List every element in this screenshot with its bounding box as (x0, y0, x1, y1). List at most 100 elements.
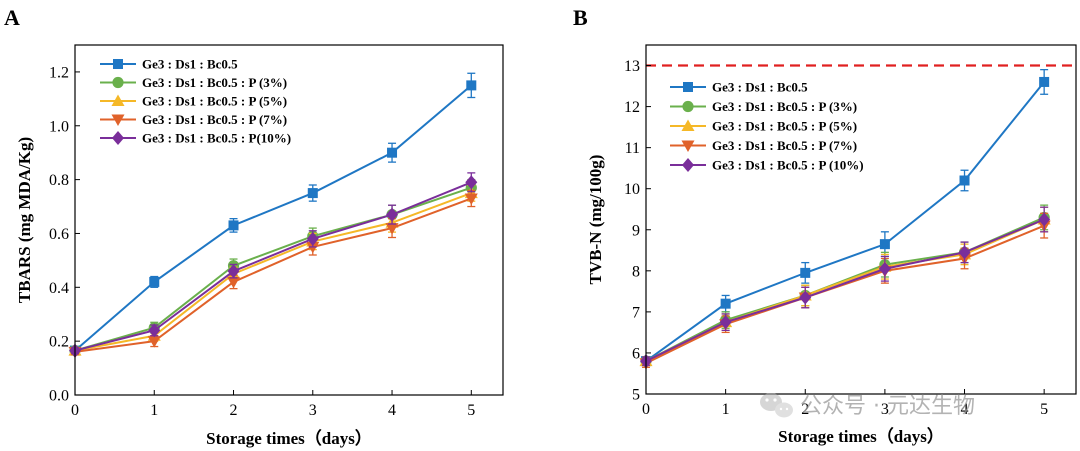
data-point (227, 276, 241, 289)
data-point (227, 264, 240, 279)
data-point (799, 290, 812, 305)
x-tick-label: 3 (309, 402, 317, 419)
data-point (720, 298, 731, 309)
series-line (74, 84, 472, 352)
data-point (959, 175, 970, 186)
y-tick-label: 0.2 (49, 334, 69, 351)
x-tick-label: 4 (961, 401, 969, 418)
data-point (464, 193, 478, 205)
series-line (74, 197, 472, 353)
data-point (148, 323, 161, 338)
series-1 (640, 204, 1050, 367)
legend-marker (112, 131, 124, 145)
series-line (74, 186, 472, 352)
x-axis-title: Storage times（days） (206, 428, 372, 448)
data-point (306, 231, 319, 246)
legend-label: Ge3 : Ds1 : Bc0.5 : P (7%) (712, 138, 857, 153)
x-tick-label: 0 (642, 401, 650, 418)
panel-letter: B (573, 5, 588, 30)
data-point (719, 315, 732, 330)
y-tick-label: 0.0 (49, 388, 69, 405)
data-point (1038, 212, 1051, 227)
watermark: 公众号 · 元达生物 (760, 393, 975, 419)
panel-letter: A (4, 5, 20, 30)
plot-frame (74, 44, 504, 396)
series-4 (640, 206, 1051, 369)
x-tick-label: 5 (467, 402, 475, 419)
legend-label: Ge3 : Ds1 : Bc0.5 : P (7%) (142, 112, 287, 127)
legend-marker (111, 114, 125, 126)
series-1 (69, 178, 477, 357)
y-tick-label: 1.2 (49, 64, 69, 81)
legend-label: Ge3 : Ds1 : Bc0.5 : P (3%) (712, 99, 857, 114)
legend-marker (113, 59, 123, 69)
y-tick-label: 13 (624, 58, 640, 75)
series-line (645, 216, 1045, 363)
y-tick-label: 0.8 (49, 172, 69, 189)
series-line (74, 192, 472, 352)
data-point (147, 336, 161, 348)
legend-marker (681, 140, 695, 152)
series-4 (69, 172, 478, 358)
legend-marker (682, 158, 694, 172)
y-axis-title: TBARS (mg MDA/Kg) (15, 137, 34, 303)
data-point (465, 175, 478, 190)
plot-frame (645, 44, 1077, 395)
legend-marker (111, 94, 125, 106)
panel-a: A 0 1 2 3 4 5 0.0 0.2 0.4 0.6 0.8 1.0 1.2 Storage time… (4, 5, 504, 448)
series-2 (639, 206, 1051, 367)
data-point (878, 261, 891, 276)
legend-marker (682, 100, 694, 113)
y-tick-label: 9 (632, 222, 640, 239)
legend-label: Ge3 : Ds1 : Bc0.5 : P (5%) (712, 119, 857, 134)
data-point (307, 188, 318, 199)
wechat-icon (760, 393, 793, 418)
legend-label: Ge3 : Ds1 : Bc0.5 (712, 80, 808, 95)
data-point (385, 223, 399, 235)
data-point (386, 207, 399, 222)
x-tick-label: 3 (881, 401, 889, 418)
data-point (306, 241, 320, 254)
data-point (149, 276, 160, 287)
x-tick-label: 5 (1040, 401, 1048, 418)
data-point (879, 239, 890, 250)
series-3 (639, 212, 1051, 370)
series-2 (68, 184, 478, 356)
series-line (74, 181, 472, 352)
x-tick-label: 2 (230, 402, 238, 419)
y-tick-label: 8 (632, 263, 640, 280)
x-tick-label: 1 (722, 401, 730, 418)
y-tick-label: 5 (632, 387, 640, 404)
legend-marker (681, 119, 695, 131)
legend-label: Ge3 : Ds1 : Bc0.5 : P (3%) (142, 75, 287, 90)
series-line (645, 81, 1045, 362)
legend: Ge3 : Ds1 : Bc0.5 Ge3 : Ds1 : Bc0.5 : P (… (670, 80, 864, 173)
series-line (645, 218, 1045, 363)
legend: Ge3 : Ds1 : Bc0.5 Ge3 : Ds1 : Bc0.5 : P (… (100, 57, 291, 146)
data-point (466, 80, 477, 91)
legend-label: Ge3 : Ds1 : Bc0.5 : P(10%) (142, 131, 291, 146)
x-axis-title: Storage times（days） (778, 426, 944, 446)
y-tick-label: 6 (632, 345, 640, 362)
legend-label: Ge3 : Ds1 : Bc0.5 : P (10%) (712, 158, 864, 173)
watermark-text: 公众号 · 元达生物 (800, 394, 975, 419)
y-tick-label: 12 (624, 99, 640, 116)
data-point (228, 220, 239, 231)
y-tick-label: 1.0 (49, 118, 69, 135)
series-0 (641, 68, 1050, 367)
series-3 (68, 189, 478, 359)
y-tick-label: 7 (632, 304, 640, 321)
y-axis-title: TVB-N (mg/100g) (586, 155, 605, 285)
legend-marker (683, 82, 693, 92)
data-point (387, 147, 398, 158)
series-0 (70, 72, 477, 356)
x-tick-label: 0 (71, 402, 79, 419)
legend-label: Ge3 : Ds1 : Bc0.5 : P (5%) (142, 94, 287, 109)
legend-label: Ge3 : Ds1 : Bc0.5 (142, 57, 238, 72)
data-point (958, 245, 971, 260)
y-tick-label: 0.6 (49, 226, 69, 243)
y-tick-label: 10 (624, 181, 640, 198)
data-point (1039, 76, 1050, 87)
